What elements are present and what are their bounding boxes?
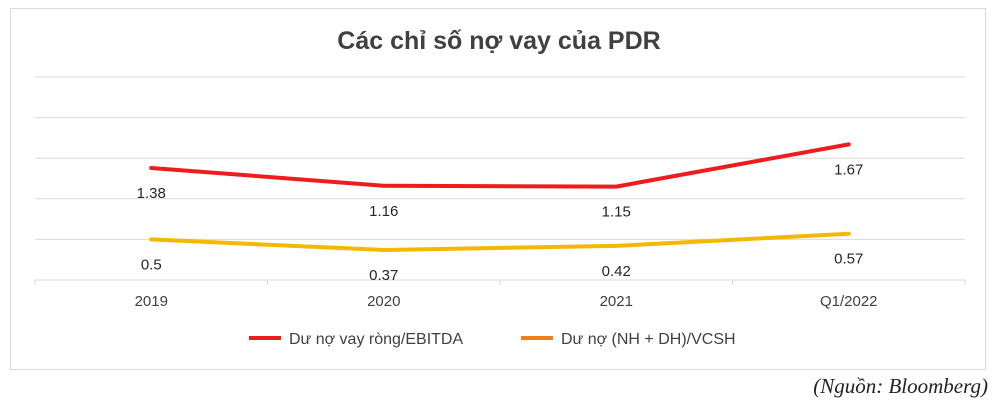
data-label: 0.5 [141, 256, 162, 273]
gridlines [35, 76, 965, 240]
x-tick-label: Q1/2022 [820, 293, 878, 310]
data-label: 0.57 [834, 251, 863, 268]
series-layer [149, 142, 851, 252]
data-label: 0.37 [369, 267, 398, 284]
data-label: 1.16 [369, 203, 398, 220]
source-note: (Nguồn: Bloomberg) [813, 374, 988, 398]
data-labels: 1.38 1.16 1.15 1.67 0.5 0.37 0.42 0.57 [137, 161, 864, 284]
data-label: 0.42 [602, 263, 631, 280]
data-label: 1.38 [137, 185, 166, 202]
line-chart: Các chỉ số nợ vay của PDR 2019 2020 2021 Q1… [34, 27, 966, 348]
legend: Dư nợ vay ròng/EBITDA Dư nợ (NH + DH)/VCS… [249, 331, 736, 348]
chart-frame: Các chỉ số nợ vay của PDR 2019 2020 2021 Q1… [10, 8, 986, 370]
x-tick-label: 2020 [367, 293, 400, 310]
data-label: 1.67 [834, 161, 863, 178]
x-tick-label: 2019 [135, 293, 168, 310]
legend-label: Dư nợ (NH + DH)/VCSH [561, 331, 736, 348]
x-axis: 2019 2020 2021 Q1/2022 [34, 279, 966, 310]
data-label: 1.15 [602, 204, 631, 221]
legend-label: Dư nợ vay ròng/EBITDA [289, 331, 463, 348]
series-line-2 [149, 231, 851, 252]
x-tick-label: 2021 [600, 293, 633, 310]
series-line-1 [149, 142, 851, 189]
chart-title: Các chỉ số nợ vay của PDR [337, 27, 660, 55]
